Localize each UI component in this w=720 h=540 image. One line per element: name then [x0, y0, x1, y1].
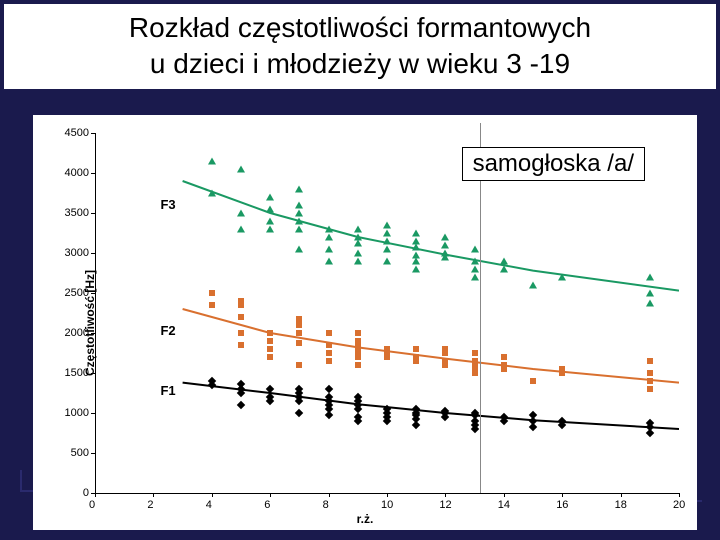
- data-point: [295, 186, 303, 193]
- data-point: [296, 362, 302, 368]
- plot-area: 0246810121416182005001000150020002500300…: [95, 133, 679, 493]
- data-point: [267, 346, 273, 352]
- data-point: [501, 366, 507, 372]
- data-point: [237, 166, 245, 173]
- data-point: [412, 266, 420, 273]
- data-point: [325, 226, 333, 233]
- data-point: [472, 358, 478, 364]
- data-point: [529, 282, 537, 289]
- data-point: [237, 226, 245, 233]
- data-point: [383, 238, 391, 245]
- data-point: [208, 190, 216, 197]
- data-point: [296, 340, 302, 346]
- data-point: [238, 302, 244, 308]
- data-point: [647, 358, 653, 364]
- data-point: [412, 244, 420, 251]
- data-point: [325, 258, 333, 265]
- data-point: [325, 246, 333, 253]
- data-point: [384, 354, 390, 360]
- data-point: [501, 354, 507, 360]
- data-point: [383, 230, 391, 237]
- title-line-2: u dzieci i młodzieży w wieku 3 -19: [150, 48, 570, 79]
- data-point: [326, 358, 332, 364]
- data-point: [296, 322, 302, 328]
- data-point: [354, 240, 362, 247]
- data-point: [472, 370, 478, 376]
- data-point: [413, 358, 419, 364]
- data-point: [647, 386, 653, 392]
- data-point: [209, 302, 215, 308]
- data-point: [267, 330, 273, 336]
- data-point: [296, 330, 302, 336]
- data-point: [646, 300, 654, 307]
- data-point: [412, 230, 420, 237]
- data-point: [238, 330, 244, 336]
- data-point: [355, 350, 361, 356]
- data-point: [500, 266, 508, 273]
- data-point: [238, 342, 244, 348]
- data-point: [326, 330, 332, 336]
- data-point: [267, 354, 273, 360]
- data-point: [296, 316, 302, 322]
- data-point: [472, 350, 478, 356]
- data-point: [442, 362, 448, 368]
- subtitle-box: samogłoska /a/: [462, 147, 645, 181]
- data-point: [209, 290, 215, 296]
- data-point: [355, 330, 361, 336]
- series-label-F3: F3: [160, 197, 175, 212]
- data-point: [383, 222, 391, 229]
- series-label-F2: F2: [160, 323, 175, 338]
- subtitle-text: samogłoska /a/: [473, 150, 634, 177]
- data-point: [441, 234, 449, 241]
- data-point: [530, 378, 536, 384]
- data-point: [295, 210, 303, 217]
- data-point: [559, 370, 565, 376]
- data-point: [558, 274, 566, 281]
- data-point: [646, 290, 654, 297]
- data-point: [354, 250, 362, 257]
- fit-lines: [95, 133, 679, 493]
- data-point: [647, 370, 653, 376]
- x-axis-label: r.ż.: [357, 512, 374, 526]
- data-point: [266, 206, 274, 213]
- data-point: [266, 218, 274, 225]
- data-point: [237, 210, 245, 217]
- data-point: [208, 158, 216, 165]
- data-point: [471, 258, 479, 265]
- data-point: [326, 342, 332, 348]
- data-point: [500, 258, 508, 265]
- data-point: [325, 234, 333, 241]
- data-point: [267, 338, 273, 344]
- data-point: [354, 258, 362, 265]
- data-point: [238, 314, 244, 320]
- data-point: [383, 246, 391, 253]
- data-point: [647, 378, 653, 384]
- data-point: [295, 246, 303, 253]
- data-point: [413, 346, 419, 352]
- data-point: [646, 274, 654, 281]
- data-point: [442, 350, 448, 356]
- data-point: [441, 242, 449, 249]
- data-point: [326, 350, 332, 356]
- data-point: [471, 266, 479, 273]
- data-point: [295, 218, 303, 225]
- data-point: [471, 274, 479, 281]
- data-point: [471, 246, 479, 253]
- series-label-F1: F1: [160, 383, 175, 398]
- data-point: [354, 226, 362, 233]
- data-point: [412, 258, 420, 265]
- data-point: [295, 202, 303, 209]
- data-point: [383, 258, 391, 265]
- data-point: [295, 226, 303, 233]
- data-point: [441, 254, 449, 261]
- data-point: [355, 338, 361, 344]
- page-title: Rozkład częstotliwości formantowych u dz…: [4, 4, 716, 89]
- data-point: [266, 194, 274, 201]
- data-point: [355, 362, 361, 368]
- title-line-1: Rozkład częstotliwości formantowych: [129, 12, 591, 43]
- data-point: [266, 226, 274, 233]
